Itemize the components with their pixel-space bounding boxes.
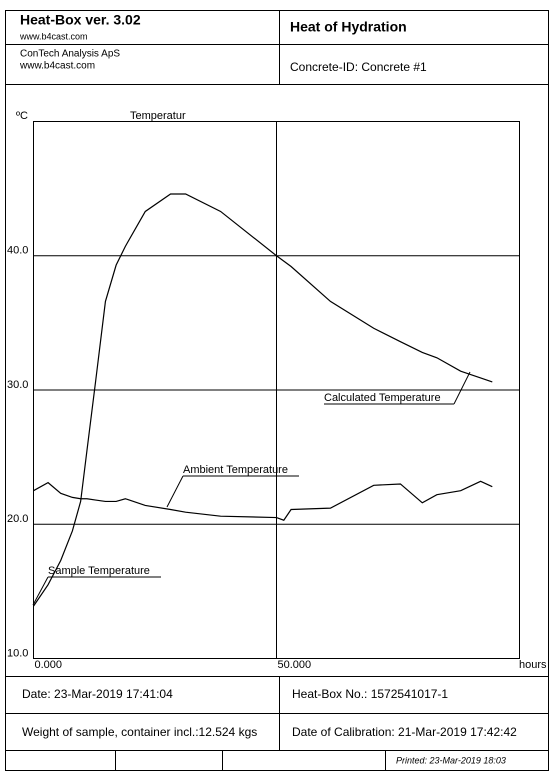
date: Date: 23-Mar-2019 17:41:04 <box>22 687 173 701</box>
page-frame <box>5 10 549 771</box>
series-label: Calculated Temperature <box>324 392 441 404</box>
concrete-id: Concrete-ID: Concrete #1 <box>290 60 427 74</box>
y-tick-label: 40.0 <box>7 245 28 257</box>
leader-line <box>166 475 184 508</box>
leader-line <box>32 576 49 606</box>
x-tick-label: 0.000 <box>35 659 63 671</box>
y-axis-label: ºC <box>16 110 28 122</box>
chart-title: Temperatur <box>130 110 186 122</box>
leader-line <box>453 371 471 405</box>
heatbox-no: Heat-Box No.: 1572541017-1 <box>292 687 448 701</box>
series-line <box>33 193 277 607</box>
company: ConTech Analysis ApS <box>20 49 120 60</box>
product-url: www.b4cast.com <box>19 31 88 41</box>
series-label: Ambient Temperature <box>183 464 288 476</box>
y-tick-label: 20.0 <box>7 513 28 525</box>
product: Heat-Box ver. 3.02 <box>20 12 141 28</box>
company-url: www.b4cast.com <box>19 61 95 72</box>
series-line <box>276 255 493 383</box>
printed: Printed: 23-Mar-2019 18:03 <box>396 755 506 765</box>
x-tick-label: 50.000 <box>278 659 312 671</box>
series-label: Sample Temperature <box>48 565 150 577</box>
weight: Weight of sample, container incl.:12.524… <box>22 725 257 739</box>
x-axis-label: hours <box>519 659 547 671</box>
calibration: Date of Calibration: 21-Mar-2019 17:42:4… <box>292 725 517 739</box>
y-tick-label: 30.0 <box>7 379 28 391</box>
series-line <box>33 480 493 521</box>
report-title: Heat of Hydration <box>290 19 407 35</box>
y-tick-label: 10.0 <box>7 647 28 659</box>
